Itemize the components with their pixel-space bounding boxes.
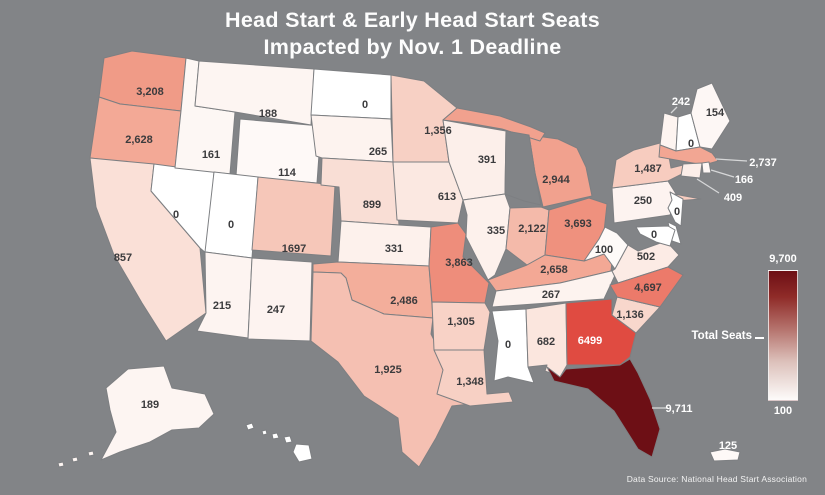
- state-value-label: 502: [637, 251, 655, 263]
- state-shape-NC: [609, 266, 684, 308]
- state-value-label: 6499: [578, 335, 602, 347]
- state-value-label: 4,697: [634, 282, 662, 294]
- state-value-label: 215: [213, 300, 231, 312]
- state-value-label: 1,925: [374, 364, 402, 376]
- state-shape-MA: [658, 144, 719, 166]
- state-shape-AK: [57, 461, 65, 468]
- legend-title: Total Seats: [691, 330, 753, 342]
- state-value-label: 3,693: [564, 218, 592, 230]
- chart-title-line2: Impacted by Nov. 1 Deadline: [263, 35, 562, 59]
- state-shape-AR: [431, 301, 491, 351]
- state-shape-HI: [271, 432, 280, 440]
- state-value-label: 409: [724, 192, 742, 204]
- state-value-label: 1,305: [447, 316, 475, 328]
- state-value-label: 857: [114, 252, 132, 264]
- state-value-label: 0: [362, 99, 368, 111]
- state-shape-HI: [292, 443, 313, 463]
- state-value-label: 250: [634, 195, 652, 207]
- state-shape-FL: [546, 358, 661, 458]
- state-shape-NJ: [667, 191, 684, 227]
- state-shape-IL: [462, 193, 511, 281]
- state-value-label: 331: [385, 243, 403, 255]
- callout-line: [696, 178, 720, 194]
- callout-line: [710, 169, 735, 178]
- state-value-label: 2,122: [518, 223, 546, 235]
- callout-line: [715, 158, 748, 162]
- state-value-label: 0: [173, 209, 179, 221]
- state-shape-HI: [283, 435, 293, 444]
- state-shape-IA: [392, 161, 464, 224]
- state-value-label: 0: [505, 339, 511, 351]
- state-value-label: 114: [278, 167, 297, 179]
- state-shape-CT: [680, 162, 703, 179]
- chart-title: Head Start & Early Head Start Seats Impa…: [0, 7, 825, 61]
- state-shape-LA: [433, 349, 514, 407]
- state-shape-PR: [709, 448, 741, 462]
- state-value-label: 125: [719, 440, 737, 452]
- state-value-label: 9,711: [666, 403, 693, 415]
- state-shape-RI: [701, 161, 712, 174]
- state-value-label: 1,136: [616, 309, 644, 321]
- data-source-note: Data Source: National Head Start Associa…: [626, 474, 807, 484]
- chart-title-line1: Head Start & Early Head Start Seats: [225, 8, 600, 32]
- legend-gradient-bar: [768, 270, 798, 401]
- state-value-label: 161: [202, 149, 220, 161]
- state-value-label: 265: [369, 146, 387, 158]
- state-value-label: 0: [651, 229, 657, 241]
- state-value-label: 1697: [282, 243, 306, 255]
- state-shape-CO: [251, 176, 336, 257]
- state-value-label: 267: [542, 289, 560, 301]
- state-value-label: 242: [672, 96, 690, 108]
- state-shape-WV: [583, 226, 629, 270]
- state-value-label: 0: [228, 219, 234, 231]
- state-value-label: 0: [674, 206, 680, 218]
- callout-line: [670, 106, 678, 114]
- state-shape-MO: [428, 222, 490, 304]
- state-value-label: 335: [487, 225, 505, 237]
- state-shape-MD: [635, 225, 676, 247]
- state-shape-HI: [261, 429, 268, 436]
- state-value-label: 1,348: [456, 376, 484, 388]
- state-value-label: 2,658: [540, 264, 568, 276]
- lake-shape: [504, 130, 542, 206]
- state-value-label: 2,486: [390, 295, 418, 307]
- state-value-label: 899: [363, 199, 381, 211]
- state-value-label: 2,628: [125, 134, 153, 146]
- state-value-label: 2,944: [542, 174, 570, 186]
- state-shape-MI: [442, 107, 546, 142]
- legend-max-label: 9,700: [769, 253, 797, 265]
- state-value-label: 2,737: [749, 157, 777, 169]
- state-shape-UT: [204, 171, 259, 259]
- state-shape-AK: [71, 456, 79, 463]
- state-value-label: 391: [478, 154, 496, 166]
- state-shape-VT: [659, 112, 679, 152]
- state-shape-HI: [245, 422, 255, 431]
- legend-min-label: 100: [773, 405, 793, 417]
- legend-tick-dash: [755, 337, 764, 339]
- state-value-label: 3,863: [445, 257, 473, 269]
- state-value-label: 3,208: [136, 86, 164, 98]
- state-shape-ND: [310, 68, 392, 120]
- state-value-label: 154: [706, 107, 725, 119]
- state-value-label: 166: [735, 174, 753, 186]
- state-value-label: 0: [688, 138, 694, 150]
- state-shape-AZ: [196, 251, 253, 339]
- state-value-label: 682: [537, 336, 555, 348]
- state-shape-MT: [194, 60, 315, 126]
- state-value-label: 1,487: [634, 163, 662, 175]
- state-value-label: 613: [438, 191, 456, 203]
- state-value-label: 188: [259, 108, 277, 120]
- state-value-label: 100: [595, 244, 613, 256]
- state-value-label: 1,356: [424, 125, 452, 137]
- state-value-label: 247: [267, 304, 285, 316]
- state-shape-AK: [100, 365, 215, 461]
- state-shape-GA: [565, 298, 637, 366]
- state-shape-NM: [247, 257, 313, 342]
- state-value-label: 189: [141, 399, 159, 411]
- state-shape-AK: [87, 450, 95, 457]
